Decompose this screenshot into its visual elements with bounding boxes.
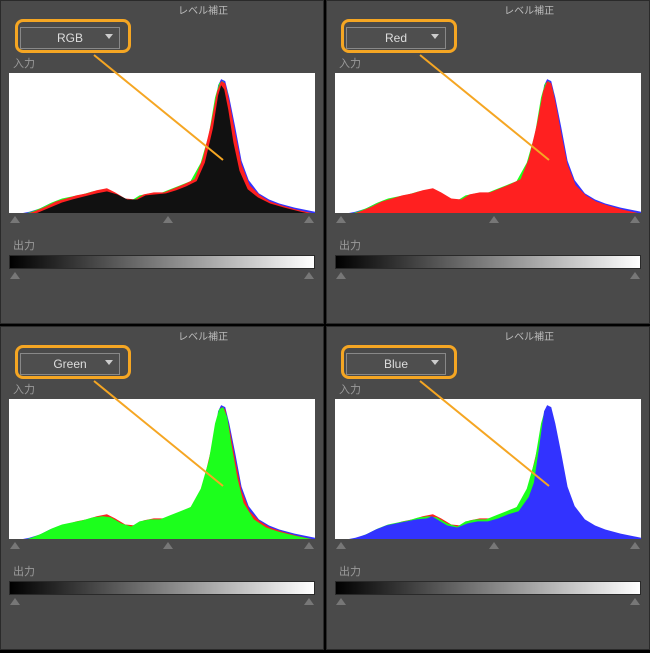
chevron-down-icon (105, 34, 113, 39)
output-white-slider[interactable] (630, 272, 640, 279)
shadow-slider[interactable] (336, 216, 346, 223)
panel-title-frag: レベル補正 (178, 2, 228, 17)
output-black-slider[interactable] (10, 272, 20, 279)
input-label: 入力 (339, 55, 641, 71)
highlight-slider[interactable] (304, 542, 314, 549)
histogram-red[interactable] (335, 73, 641, 213)
highlight-slider[interactable] (304, 216, 314, 223)
midtone-slider[interactable] (489, 216, 499, 223)
output-ticks (335, 595, 641, 605)
input-ticks (335, 539, 641, 549)
output-white-slider[interactable] (630, 598, 640, 605)
panel-green: レベル補正 Green 入力 出力 (0, 326, 324, 650)
output-ticks (335, 269, 641, 279)
chevron-down-icon (431, 360, 439, 365)
hist-black (9, 85, 315, 213)
midtone-slider[interactable] (163, 542, 173, 549)
output-label: 出力 (13, 563, 315, 579)
output-gradient[interactable] (335, 581, 641, 595)
channel-dropdown-label: RGB (57, 31, 83, 45)
chevron-down-icon (431, 34, 439, 39)
channel-dropdown[interactable]: RGB (20, 27, 120, 49)
output-black-slider[interactable] (336, 598, 346, 605)
chevron-down-icon (105, 360, 113, 365)
panel-title-frag: レベル補正 (504, 2, 554, 17)
channel-dropdown[interactable]: Green (20, 353, 120, 375)
channel-dropdown-label: Red (385, 31, 407, 45)
input-label: 入力 (13, 55, 315, 71)
panel-red: レベル補正 Red 入力 出力 (326, 0, 650, 324)
panel-rgb: レベル補正 RGB 入力 出力 (0, 0, 324, 324)
channel-dropdown-label: Green (53, 357, 86, 371)
midtone-slider[interactable] (489, 542, 499, 549)
histogram-rgb[interactable] (9, 73, 315, 213)
input-ticks (9, 539, 315, 549)
histogram-green[interactable] (9, 399, 315, 539)
input-ticks (335, 213, 641, 223)
histogram-blue[interactable] (335, 399, 641, 539)
output-label: 出力 (13, 237, 315, 253)
panel-blue: レベル補正 Blue 入力 出力 (326, 326, 650, 650)
input-ticks (9, 213, 315, 223)
hist-green (335, 407, 641, 539)
channel-dropdown[interactable]: Blue (346, 353, 446, 375)
shadow-slider[interactable] (336, 542, 346, 549)
output-gradient[interactable] (335, 255, 641, 269)
shadow-slider[interactable] (10, 216, 20, 223)
output-label: 出力 (339, 563, 641, 579)
output-ticks (9, 269, 315, 279)
output-white-slider[interactable] (304, 598, 314, 605)
channel-dropdown[interactable]: Red (346, 27, 446, 49)
output-white-slider[interactable] (304, 272, 314, 279)
shadow-slider[interactable] (10, 542, 20, 549)
hist-red (9, 81, 315, 213)
hist-red (335, 81, 641, 213)
output-black-slider[interactable] (10, 598, 20, 605)
output-black-slider[interactable] (336, 272, 346, 279)
output-ticks (9, 595, 315, 605)
output-gradient[interactable] (9, 255, 315, 269)
highlight-slider[interactable] (630, 216, 640, 223)
input-label: 入力 (13, 381, 315, 397)
panel-title-frag: レベル補正 (504, 328, 554, 343)
input-label: 入力 (339, 381, 641, 397)
output-label: 出力 (339, 237, 641, 253)
hist-green (9, 407, 315, 539)
output-gradient[interactable] (9, 581, 315, 595)
panel-title-frag: レベル補正 (178, 328, 228, 343)
midtone-slider[interactable] (163, 216, 173, 223)
highlight-slider[interactable] (630, 542, 640, 549)
channel-dropdown-label: Blue (384, 357, 408, 371)
